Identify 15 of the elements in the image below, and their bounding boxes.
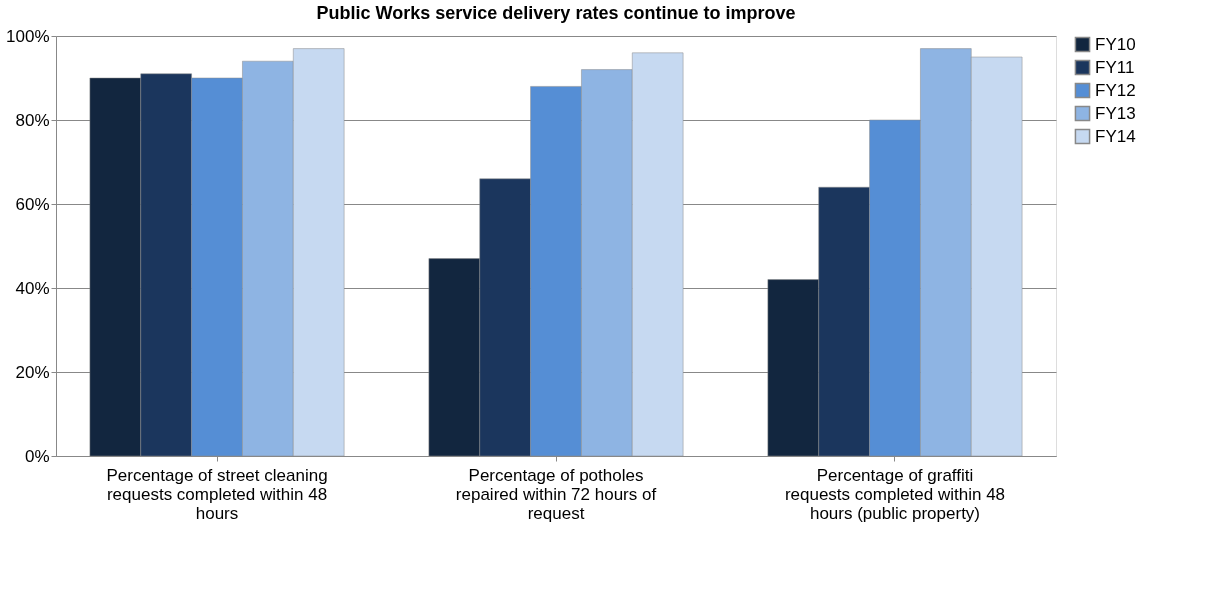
y-tick-label: 60% xyxy=(15,194,50,214)
x-tick-label: Percentage of graffiti requests completed within 48 hours (public property) xyxy=(784,465,1006,523)
legend-label: FY10 xyxy=(1095,34,1136,54)
y-tick-label: 100% xyxy=(6,26,50,46)
legend-label: FY13 xyxy=(1095,103,1136,123)
x-tick-label: Percentage of potholes repaired within 72 hours of request xyxy=(455,465,657,523)
y-tick-label: 80% xyxy=(15,110,50,130)
legend-label: FY14 xyxy=(1095,126,1136,146)
legend-label: FY12 xyxy=(1095,80,1136,100)
y-tick-label: 40% xyxy=(15,278,50,298)
chart-title: Public Works service delivery rates continue to improve xyxy=(316,3,796,23)
legend-label: FY11 xyxy=(1095,57,1135,77)
y-tick-label: 0% xyxy=(24,446,50,466)
y-tick-label: 20% xyxy=(15,362,50,382)
x-tick-label: Percentage of street cleaning requests completed within 48 hours xyxy=(106,465,328,523)
